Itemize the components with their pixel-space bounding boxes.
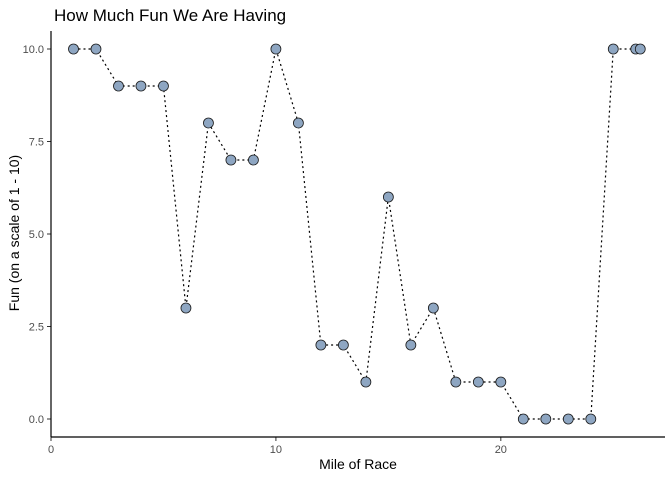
data-point	[225, 154, 237, 166]
data-points	[68, 43, 646, 425]
y-tick-label: 0.0	[29, 414, 44, 426]
data-point	[360, 376, 372, 388]
data-point	[634, 43, 646, 55]
data-point	[472, 376, 484, 388]
data-point	[292, 117, 304, 129]
data-point	[68, 43, 79, 55]
series-line	[73, 48, 641, 420]
data-point	[607, 43, 619, 55]
y-axis-label: Fun (on a scale of 1 - 10)	[6, 155, 22, 311]
x-axis-label: Mile of Race	[319, 456, 397, 472]
data-point	[382, 191, 394, 203]
data-point	[248, 154, 259, 166]
y-tick-label: 7.5	[29, 137, 44, 149]
x-axis-ticks: 0 10 20	[48, 437, 507, 456]
y-tick-label: 5.0	[29, 229, 44, 241]
data-point	[562, 413, 574, 425]
x-tick-label: 10	[270, 444, 282, 456]
data-point	[270, 43, 282, 55]
data-point	[585, 413, 597, 425]
data-point	[135, 80, 147, 92]
data-point	[450, 376, 462, 388]
data-point	[517, 413, 529, 425]
data-point	[495, 376, 507, 388]
data-point	[158, 80, 169, 92]
data-point	[315, 339, 327, 351]
data-point	[180, 302, 192, 314]
data-point	[540, 413, 552, 425]
data-point	[113, 80, 124, 92]
chart-title: How Much Fun We Are Having	[54, 6, 286, 25]
data-point	[203, 117, 214, 129]
x-tick-label: 20	[495, 444, 507, 456]
data-point	[90, 43, 102, 55]
x-tick-label: 0	[48, 444, 54, 456]
y-tick-label: 2.5	[29, 322, 44, 334]
data-point	[405, 339, 417, 351]
y-tick-label: 10.0	[23, 44, 44, 56]
data-point	[337, 339, 349, 351]
y-axis-ticks: 0.0 2.5 5.0 7.5 10.0	[23, 44, 51, 426]
data-point	[427, 302, 439, 314]
